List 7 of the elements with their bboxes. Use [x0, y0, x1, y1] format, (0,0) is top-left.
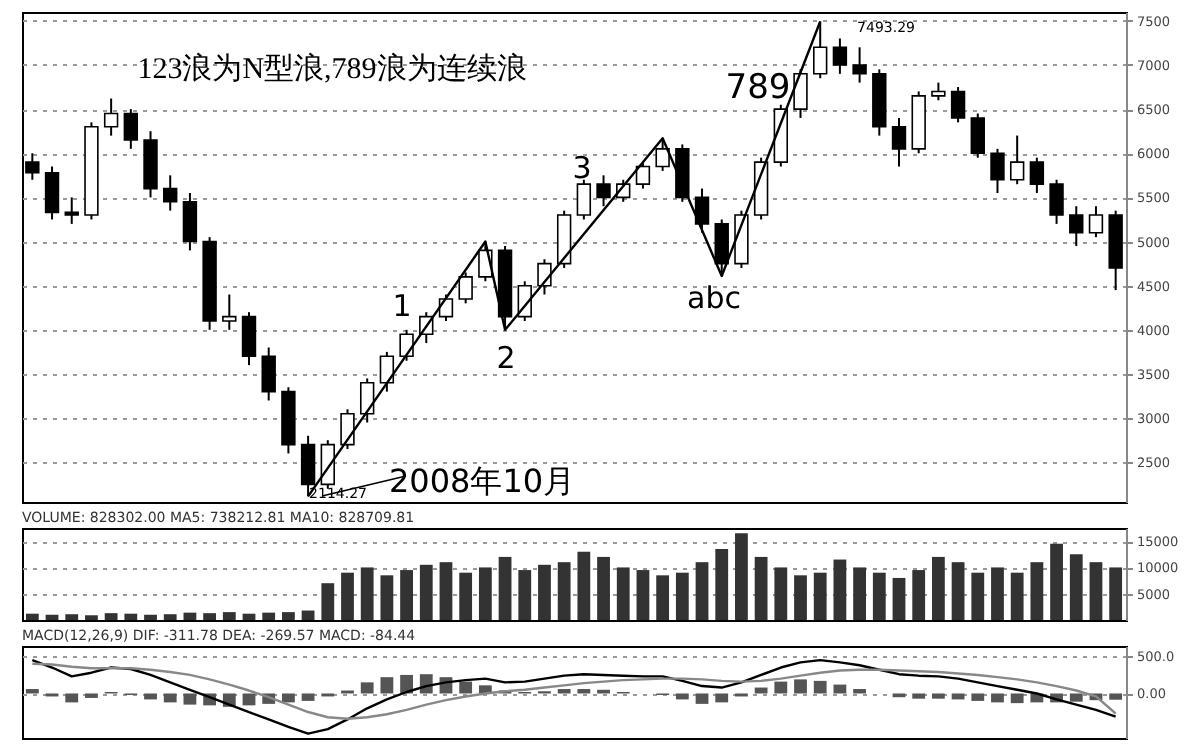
annotation: 2008年10月 [388, 462, 576, 500]
annotation: 789 [725, 68, 791, 108]
annotation: 2 [496, 340, 516, 376]
annotation: abc [687, 280, 741, 316]
annotation: 123浪为N型浪,789浪为连续浪 [137, 52, 527, 86]
annotation: 3 [572, 150, 592, 186]
annotation: 1 [392, 288, 412, 324]
